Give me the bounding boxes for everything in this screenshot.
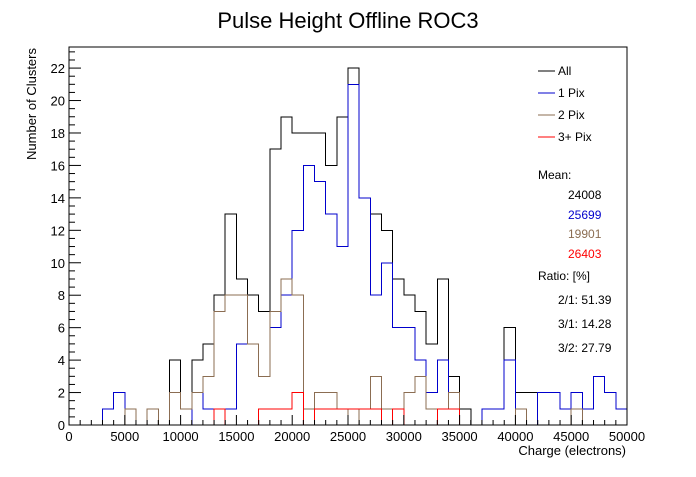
- y-tick-label: 0: [58, 418, 65, 433]
- mean-3pix: 26403: [568, 247, 602, 261]
- y-tick-label: 20: [51, 94, 65, 109]
- mean-2pix: 19901: [568, 227, 602, 241]
- x-tick-label: 40000: [497, 429, 533, 444]
- series-line-2-pix: [69, 278, 627, 426]
- series-line-1-pix: [69, 83, 628, 426]
- legend-label: 1 Pix: [558, 86, 585, 100]
- y-tick-label: 6: [58, 321, 65, 336]
- chart-title: Pulse Height Offline ROC3: [217, 8, 478, 33]
- mean-1pix: 25699: [568, 208, 602, 222]
- histogram-layer: [69, 67, 628, 426]
- x-tick-label: 10000: [163, 429, 199, 444]
- x-axis: 0 5000 10000 15000 20000 25000 30000 35000 40000…: [65, 415, 645, 444]
- y-tick-label: 14: [51, 191, 65, 206]
- x-tick-label: 45000: [553, 429, 589, 444]
- y-tick-label: 16: [51, 158, 65, 173]
- ratio-3-2: 3/2: 27.79: [558, 341, 612, 355]
- x-tick-label: 35000: [442, 429, 478, 444]
- y-tick-label: 2: [58, 386, 65, 401]
- x-tick-label: 30000: [386, 429, 422, 444]
- y-axis-label: Number of Clusters: [24, 48, 39, 160]
- y-tick-label: 22: [51, 61, 65, 76]
- ratio-3-1: 3/1: 14.28: [558, 317, 612, 331]
- y-tick-label: 18: [51, 126, 65, 141]
- y-tick-label: 4: [58, 353, 65, 368]
- x-tick-label: 50000: [609, 429, 645, 444]
- x-tick-label: 25000: [330, 429, 366, 444]
- legend-label: All: [558, 64, 571, 78]
- mean-label: Mean:: [538, 168, 571, 182]
- y-axis: 0 2 4 6 8 10 12 14 16 18 20 22: [51, 51, 81, 433]
- legend-label: 3+ Pix: [558, 130, 592, 144]
- x-tick-label: 0: [65, 429, 72, 444]
- x-tick-label: 15000: [218, 429, 254, 444]
- legend-label: 2 Pix: [558, 108, 585, 122]
- stats-box: Mean: 24008 25699 19901 26403 Ratio: [%]…: [538, 168, 612, 355]
- y-tick-label: 10: [51, 256, 65, 271]
- legend: All 1 Pix 2 Pix 3+ Pix: [538, 64, 592, 144]
- x-tick-label: 5000: [110, 429, 139, 444]
- x-axis-label: Charge (electrons): [518, 443, 626, 458]
- ratio-label: Ratio: [%]: [538, 269, 590, 283]
- mean-all: 24008: [568, 188, 602, 202]
- y-tick-label: 8: [58, 288, 65, 303]
- y-tick-label: 12: [51, 223, 65, 238]
- x-tick-label: 20000: [274, 429, 310, 444]
- ratio-2-1: 2/1: 51.39: [558, 293, 612, 307]
